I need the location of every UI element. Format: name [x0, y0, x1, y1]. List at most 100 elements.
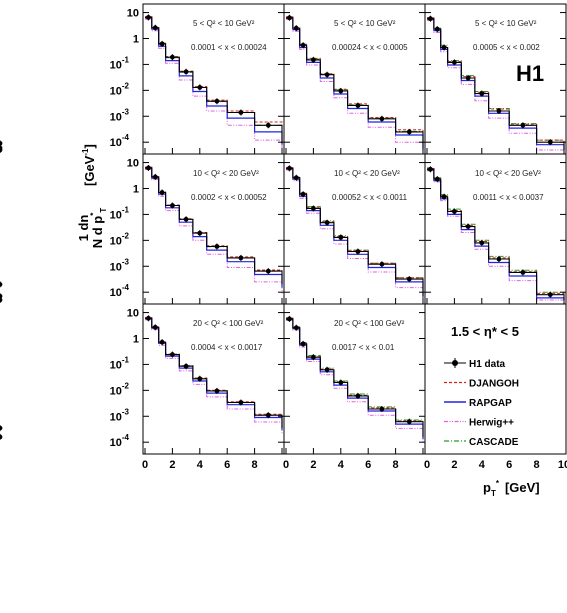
data-point	[170, 54, 175, 60]
data-histogram-panel-5	[427, 168, 565, 300]
series-djangoh-panel-7	[286, 317, 424, 437]
y-tick-label: 10	[127, 308, 139, 320]
data-point	[520, 122, 526, 128]
data-point	[0, 293, 3, 299]
data-point	[152, 174, 158, 180]
y-tick-label: 10-1	[110, 55, 130, 71]
x-tick-label: 0	[424, 459, 430, 471]
series-djangoh-panel-3	[145, 166, 283, 284]
x-title-unit: [GeV]	[505, 480, 540, 495]
data-point	[287, 165, 292, 171]
x-tick-label: 2	[310, 459, 316, 471]
panel-5: 10 < Q² < 20 GeV² 0.0011 < x < 0.0037	[0, 162, 566, 304]
series-djangoh-panel-6	[145, 317, 283, 428]
data-point	[214, 244, 220, 249]
data-point	[338, 88, 344, 94]
legend: 1.5 < η* < 5 H1 data DJANGOH RAPGAP Herwig+…	[444, 324, 519, 448]
eta-range-label: 1.5 < η* < 5	[451, 324, 519, 339]
data-histogram-panel-6	[145, 317, 283, 429]
series-rapgap-panel-6	[145, 318, 283, 431]
data-point	[170, 352, 175, 357]
series-cascade-panel-6	[145, 317, 283, 428]
data-point	[152, 25, 158, 31]
x-title-star: *	[496, 479, 500, 488]
data-point	[434, 176, 440, 182]
y-tick-label: 10-2	[110, 81, 130, 97]
data-point	[452, 59, 457, 65]
data-point	[287, 15, 292, 21]
series-herwigpp-panel-2	[427, 19, 564, 151]
data-point	[355, 393, 361, 399]
data-histogram-panel-0	[145, 16, 283, 144]
x-range-label: 0.0011 < x < 0.0037	[473, 193, 544, 202]
y-axis-title-denominator: N d p*T	[89, 208, 108, 249]
data-point	[311, 354, 316, 360]
data-histogram-panel-4	[286, 167, 424, 297]
x-tick-label: 4	[197, 459, 204, 471]
y-tick-label: 1	[133, 333, 139, 345]
x-tick-label: 8	[534, 459, 540, 471]
data-point	[324, 367, 330, 373]
x-tick-label: 8	[252, 459, 258, 471]
legend-entry: RAPGAP	[444, 398, 512, 409]
data-point	[434, 26, 440, 32]
data-point	[520, 270, 526, 275]
data-point	[265, 122, 271, 128]
data-point	[238, 400, 244, 405]
y-tick-label: 10	[127, 8, 139, 20]
series-cascade-panel-2	[427, 17, 565, 150]
data-point	[170, 203, 175, 208]
data-point	[379, 261, 385, 267]
data-point	[0, 425, 3, 431]
panel-0: 5 < Q² < 10 GeV² 0.0001 < x < 0.00024	[0, 12, 284, 154]
x-title-p: p	[483, 480, 491, 495]
series-herwigpp-panel-4	[286, 169, 424, 300]
data-point	[338, 234, 344, 240]
x-range-label: 0.00052 < x < 0.0011	[332, 193, 408, 202]
y-tick-label: 10-1	[110, 205, 130, 221]
data-point	[547, 292, 553, 298]
data-point	[300, 42, 306, 48]
y-tick-label: 1	[133, 33, 139, 45]
data-point	[311, 206, 316, 211]
data-point	[159, 339, 165, 345]
x-axis-title: pT* [GeV]	[483, 479, 540, 498]
y-tick-label: 10-4	[110, 433, 130, 449]
data-point	[146, 315, 151, 321]
data-point	[265, 268, 271, 274]
data-point	[146, 165, 151, 171]
x-tick-label: 6	[224, 459, 230, 471]
data-point	[265, 412, 271, 418]
y-axis-title: 1 dn N d p*T [GeV-1]	[76, 144, 108, 248]
data-point	[293, 175, 299, 181]
y-title-unit-close: ]	[82, 144, 97, 148]
q2-range-label: 5 < Q² < 10 GeV²	[193, 19, 255, 28]
q2-range-label: 20 < Q² < 100 GeV²	[334, 319, 405, 328]
series-djangoh-panel-1	[286, 16, 424, 147]
y-axis-title-fraction: 1 dn	[76, 215, 91, 242]
data-point	[293, 325, 299, 331]
x-tick-label: 2	[169, 459, 175, 471]
series-cascade-panel-5	[427, 167, 565, 300]
panel-4: 10 < Q² < 20 GeV² 0.00052 < x < 0.0011	[0, 162, 425, 304]
legend-entry: DJANGOH	[444, 379, 519, 390]
x-tick-label: 6	[506, 459, 512, 471]
series-herwigpp-panel-5	[427, 170, 564, 301]
series-cascade-panel-3	[145, 167, 283, 285]
x-range-label: 0.0004 < x < 0.0017	[191, 343, 263, 352]
y-tick-label: 10-3	[110, 257, 130, 273]
legend-entry: H1 data	[444, 358, 506, 370]
series-rapgap-panel-1	[286, 17, 424, 150]
y-tick-label: 10-2	[110, 231, 130, 247]
data-point	[197, 230, 203, 236]
panel-1: 5 < Q² < 10 GeV² 0.00024 < x < 0.0005	[0, 12, 425, 154]
y-tick-label: 10-3	[110, 107, 130, 123]
data-histogram-panel-3	[145, 167, 283, 285]
legend-label: CASCADE	[469, 437, 519, 448]
x-tick-label: 2	[451, 459, 457, 471]
legend-label: Herwig++	[469, 418, 514, 429]
data-point	[0, 147, 3, 153]
data-point	[0, 140, 3, 146]
data-point	[146, 15, 151, 20]
